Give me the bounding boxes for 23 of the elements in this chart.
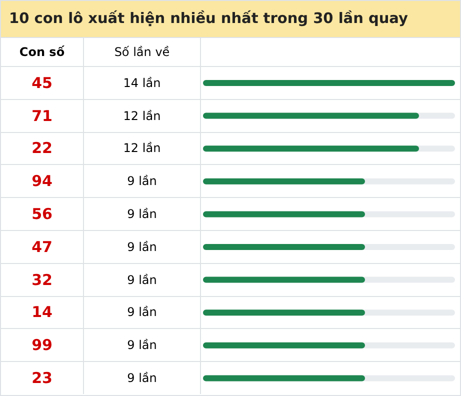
chart-title: 10 con lô xuất hiện nhiều nhất trong 30 lần quay xyxy=(1,1,460,38)
data-label: 9 lần xyxy=(84,230,200,264)
data-label: 12 lần xyxy=(84,132,200,165)
y-tick-label: 99 xyxy=(1,328,84,362)
text: Số lần về xyxy=(84,38,200,66)
text: Con số xyxy=(1,38,84,66)
data-label: 9 lần xyxy=(84,164,200,198)
y-tick-label: 23 xyxy=(1,362,84,394)
y-tick-label: 22 xyxy=(1,132,84,165)
data-label: 9 lần xyxy=(84,263,200,296)
data-label: 9 lần xyxy=(84,328,200,362)
data-label: 9 lần xyxy=(84,198,200,230)
data-label: 12 lần xyxy=(84,99,200,132)
y-tick-label: 32 xyxy=(1,263,84,296)
data-label: 14 lần xyxy=(84,66,200,100)
y-tick-label: 14 xyxy=(1,296,84,329)
y-tick-label: 56 xyxy=(1,198,84,230)
data-label: 9 lần xyxy=(84,296,200,329)
y-tick-label: 71 xyxy=(1,99,84,132)
y-tick-label: 94 xyxy=(1,164,84,198)
y-tick-label: 45 xyxy=(1,66,84,100)
y-tick-label: 47 xyxy=(1,230,84,264)
data-label: 9 lần xyxy=(84,362,200,394)
